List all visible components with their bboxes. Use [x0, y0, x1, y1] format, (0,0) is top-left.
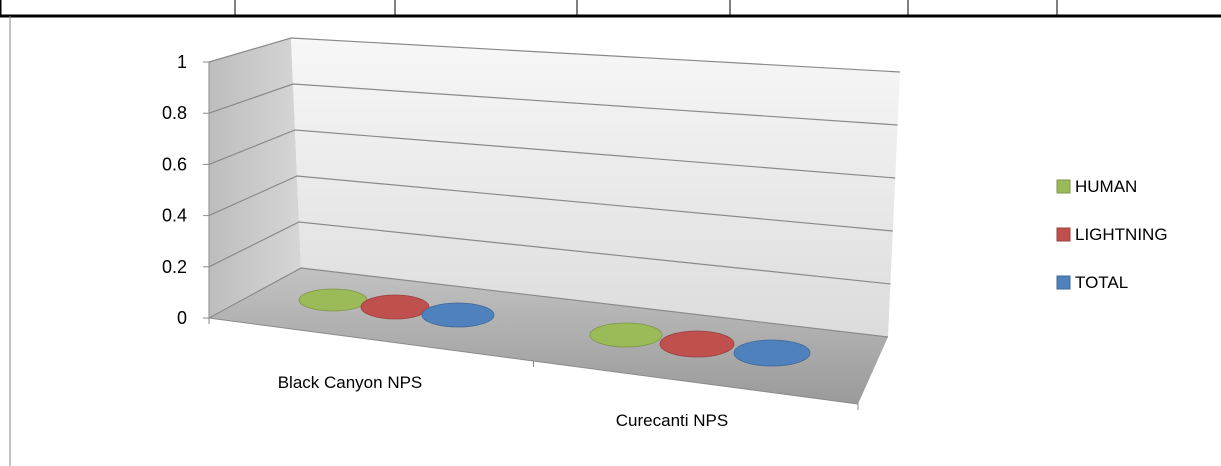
legend-label: TOTAL	[1075, 273, 1128, 292]
legend-label: LIGHTNING	[1075, 225, 1168, 244]
back-wall	[291, 38, 900, 337]
y-tick-label: 1	[177, 52, 187, 72]
x-category-label: Curecanti NPS	[616, 411, 728, 430]
gridline	[208, 267, 889, 338]
bar-mark-human	[298, 288, 368, 312]
legend-swatch	[1056, 275, 1071, 290]
legend: HUMAN LIGHTNING TOTAL	[1056, 177, 1168, 292]
x-category-label: Black Canyon NPS	[278, 373, 423, 392]
side-wall	[209, 38, 301, 318]
gridline	[208, 83, 898, 126]
legend-swatch	[1056, 227, 1071, 242]
bar-mark-total	[733, 339, 811, 367]
gridline	[208, 221, 891, 285]
bar-mark-lightning	[360, 294, 430, 320]
bar-mark-human	[589, 322, 663, 348]
bar-mark-lightning	[659, 330, 735, 358]
legend-swatch	[1056, 179, 1071, 194]
gridline	[208, 175, 893, 232]
x-axis: Black Canyon NPS Curecanti NPS	[208, 317, 859, 430]
gridline	[208, 37, 901, 73]
data-marks	[298, 288, 811, 367]
header-table-strip	[0, 0, 1221, 18]
y-tick-label: 0	[177, 308, 187, 328]
bar-mark-total	[421, 302, 495, 328]
y-tick-label: 0.8	[162, 103, 187, 123]
y-tick-label: 0.2	[162, 257, 187, 277]
y-tick-label: 0.4	[162, 206, 187, 226]
gridlines	[208, 37, 901, 338]
legend-label: HUMAN	[1075, 177, 1137, 196]
y-tick-label: 0.6	[162, 154, 187, 174]
gridline	[208, 129, 896, 179]
y-axis: 0 0.2 0.4 0.6 0.8 1	[162, 52, 210, 328]
